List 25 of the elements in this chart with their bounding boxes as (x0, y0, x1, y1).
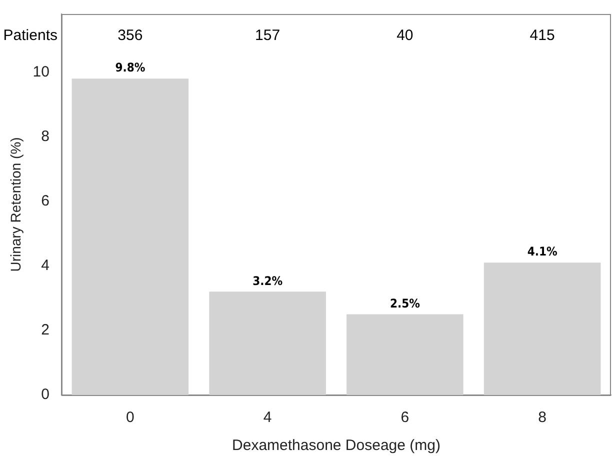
y-tick-label: 8 (41, 128, 50, 145)
data-label: 9.8% (115, 60, 146, 75)
bar (209, 292, 326, 395)
data-label: 3.2% (252, 274, 283, 288)
x-tick-label: 4 (263, 409, 272, 426)
data-label: 2.5% (390, 296, 420, 310)
y-tick-label: 4 (41, 256, 50, 274)
y-tick-label: 10 (32, 63, 50, 80)
annotation: 356 (118, 27, 143, 44)
bar (72, 78, 189, 395)
x-tick-label: 0 (126, 409, 134, 426)
annotation: 157 (255, 27, 280, 44)
bar (346, 314, 464, 395)
x-tick-label: 8 (538, 409, 546, 426)
y-tick-label: 0 (41, 386, 50, 404)
text: Patients (3, 27, 58, 44)
x-tick-label: 6 (400, 409, 410, 426)
annotation: 40 (396, 27, 414, 44)
x-axis-title: Dexamethasone Doseage (mg) (232, 437, 440, 454)
data-label: 4.1% (527, 244, 558, 259)
y-tick-label: 6 (41, 192, 50, 210)
y-tick-label: 2 (41, 322, 50, 339)
annotation: 415 (530, 27, 555, 44)
bar (484, 262, 601, 395)
y-axis-title: Urinary Retention (%) (7, 137, 24, 272)
